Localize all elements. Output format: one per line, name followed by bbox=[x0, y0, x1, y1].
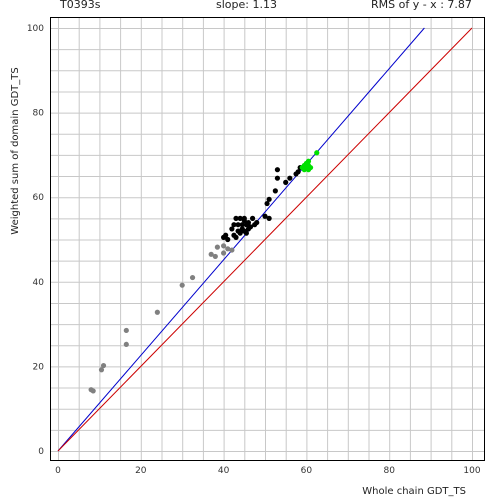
data-point bbox=[239, 222, 245, 228]
y-tick-label: 20 bbox=[33, 362, 45, 372]
x-tick-label: 20 bbox=[135, 466, 147, 476]
y-tick-label: 100 bbox=[27, 24, 44, 34]
data-point bbox=[305, 158, 312, 164]
x-axis-label: Whole chain GDT_TS bbox=[362, 486, 466, 497]
data-point bbox=[283, 179, 289, 185]
data-point bbox=[225, 236, 231, 243]
y-tick-label: 0 bbox=[38, 447, 44, 457]
plot-frame bbox=[50, 17, 485, 461]
reference-lines bbox=[57, 27, 473, 452]
data-point bbox=[189, 274, 196, 281]
data-point bbox=[314, 150, 320, 156]
data-point bbox=[237, 215, 243, 221]
data-point bbox=[262, 213, 268, 219]
data-point bbox=[214, 244, 220, 250]
x-tick-label: 100 bbox=[463, 466, 480, 476]
data-points bbox=[88, 150, 320, 394]
data-point bbox=[233, 215, 239, 221]
data-point bbox=[241, 215, 247, 221]
data-point bbox=[208, 251, 214, 257]
y-tick-label: 80 bbox=[33, 109, 45, 119]
data-point bbox=[272, 188, 278, 194]
y-tick-label: 60 bbox=[33, 193, 45, 203]
data-point bbox=[274, 167, 281, 173]
data-point bbox=[235, 222, 241, 228]
x-tick-label: 80 bbox=[383, 466, 395, 476]
data-point bbox=[254, 219, 260, 226]
data-point bbox=[221, 250, 227, 256]
data-point bbox=[245, 219, 252, 226]
data-point bbox=[221, 243, 227, 249]
data-point bbox=[179, 282, 185, 288]
target-id: T0393s bbox=[60, 0, 101, 11]
data-point bbox=[295, 169, 301, 175]
slope-readout: slope: 1.13 bbox=[216, 0, 277, 11]
data-point bbox=[274, 175, 281, 181]
data-point bbox=[243, 230, 249, 236]
data-point bbox=[223, 232, 229, 238]
data-point bbox=[154, 309, 160, 315]
plot-grid bbox=[51, 18, 484, 460]
rms-readout: RMS of y - x : 7.87 bbox=[371, 0, 472, 11]
data-point bbox=[233, 234, 239, 240]
data-point bbox=[229, 247, 235, 253]
data-point bbox=[237, 230, 243, 236]
data-point bbox=[123, 341, 129, 348]
data-point bbox=[266, 196, 272, 202]
data-point bbox=[229, 226, 235, 232]
fit-line bbox=[57, 27, 425, 452]
x-tick-label: 40 bbox=[218, 466, 230, 476]
data-point bbox=[231, 222, 237, 228]
y-tick-label: 40 bbox=[33, 278, 45, 288]
data-point bbox=[249, 215, 256, 221]
x-tick-label: 0 bbox=[55, 466, 61, 476]
axis-ticks: 0 20 40 60 80 100 0 20 40 60 80 100 bbox=[27, 24, 481, 476]
data-point bbox=[264, 200, 270, 207]
data-point bbox=[225, 246, 231, 252]
data-point bbox=[98, 367, 105, 373]
data-point bbox=[287, 175, 293, 181]
x-tick-label: 60 bbox=[301, 466, 313, 476]
identity-line bbox=[57, 27, 473, 452]
y-axis-label: Weighted sum of domain GDT_TS bbox=[10, 67, 21, 234]
data-point bbox=[266, 215, 272, 221]
data-point bbox=[100, 362, 107, 369]
data-point bbox=[247, 224, 254, 230]
data-point bbox=[90, 388, 96, 394]
data-point bbox=[123, 327, 129, 334]
data-point bbox=[307, 164, 314, 171]
data-point bbox=[212, 253, 218, 260]
